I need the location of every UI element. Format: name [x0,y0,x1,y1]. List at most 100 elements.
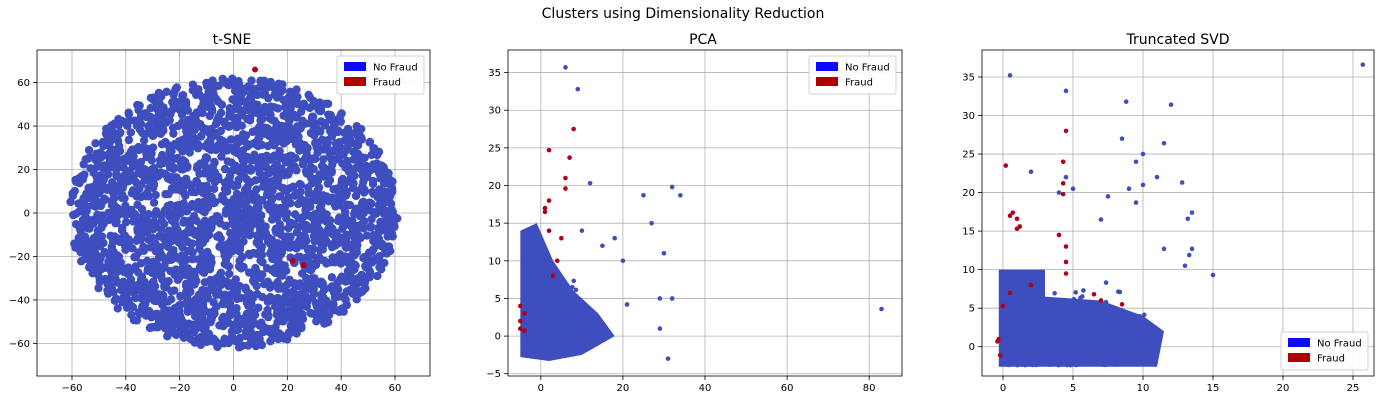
no-fraud-point [1154,343,1160,349]
no-fraud-point [335,250,345,259]
no-fraud-point [375,185,384,194]
no-fraud-point [1011,314,1016,319]
no-fraud-point [1017,310,1022,315]
no-fraud-point [263,189,272,198]
no-fraud-point [385,189,394,198]
no-fraud-point [368,187,377,197]
no-fraud-point [547,280,553,285]
no-fraud-point [295,146,304,155]
no-fraud-point [264,233,274,243]
no-fraud-point [92,242,101,252]
no-fraud-point [127,157,136,167]
no-fraud-point [325,176,335,185]
no-fraud-point [1141,312,1147,318]
no-fraud-point [225,180,234,189]
no-fraud-point [158,291,168,300]
no-fraud-point [1072,309,1078,315]
no-fraud-point [157,92,166,101]
no-fraud-point [119,163,128,173]
no-fraud-point [70,186,80,196]
no-fraud-point [257,250,267,259]
no-fraud-point [160,169,170,179]
no-fraud-point [1119,136,1125,141]
no-fraud-point [1011,296,1017,302]
no-fraud-point [575,315,581,320]
no-fraud-point [1071,340,1076,346]
no-fraud-point [566,312,572,318]
no-fraud-point [196,132,205,141]
no-fraud-point [98,137,108,147]
no-fraud-point [226,290,235,300]
no-fraud-point [109,155,118,165]
no-fraud-point [275,259,285,269]
no-fraud-point [1124,315,1129,320]
no-fraud-point [238,200,248,209]
no-fraud-point [531,350,536,356]
no-fraud-point [165,115,174,125]
no-fraud-point [1063,305,1069,311]
no-fraud-point [1120,359,1126,364]
no-fraud-point [185,223,194,233]
no-fraud-point [172,173,181,182]
no-fraud-point [1121,343,1127,349]
no-fraud-point [222,145,231,154]
no-fraud-point [322,259,331,268]
no-fraud-point [361,276,370,285]
no-fraud-point [269,246,278,256]
no-fraud-point [1093,331,1098,336]
no-fraud-point [1031,360,1036,366]
no-fraud-point [1040,348,1045,354]
svd-panel: Truncated SVD 0 5 10 15 20 25 0 5 10 15 20 25 30 35 No… [962,32,1375,394]
tsne-panel: t-SNE −60 −40 −20 0 20 40 60 −60 −40 −20 0 20 40 60 No… [9,32,431,394]
no-fraud-point [95,257,104,266]
no-fraud-point [1098,353,1104,359]
no-fraud-point [232,325,241,334]
pca-no-fraud-cloud [520,223,615,361]
no-fraud-point [246,229,255,239]
no-fraud-point [193,144,203,153]
no-fraud-point [1068,347,1074,353]
svd-no-fraud-cloud [998,269,1164,368]
fraud-point [1060,191,1066,197]
no-fraud-point [382,249,391,258]
no-fraud-point [571,278,577,284]
no-fraud-point [123,296,133,305]
no-fraud-point [153,323,162,332]
no-fraud-point [279,95,288,105]
no-fraud-point [327,273,337,282]
no-fraud-point [147,313,156,322]
no-fraud-point [155,232,164,241]
svd-title: Truncated SVD [1126,32,1230,48]
no-fraud-point [250,267,259,276]
no-fraud-point [91,139,100,148]
fraud-point [542,209,548,215]
tsne-y-tick-label: 0 [24,209,30,220]
no-fraud-point [1103,299,1109,305]
no-fraud-point [214,231,224,240]
no-fraud-point [548,333,553,339]
tsne-no-fraud-series [82,79,372,325]
no-fraud-point [122,231,129,238]
no-fraud-point [367,222,376,232]
no-fraud-point [96,265,106,274]
fraud-point [1063,128,1069,134]
no-fraud-point [300,232,310,242]
no-fraud-point [257,211,266,220]
svd-y-tick-label: 35 [962,72,975,83]
no-fraud-point [1103,280,1109,285]
fraud-point [1028,282,1034,288]
no-fraud-point [535,271,540,277]
no-fraud-point [306,93,315,102]
no-fraud-point [340,220,350,230]
no-fraud-point [352,281,361,290]
no-fraud-point [558,348,563,353]
no-fraud-point [151,239,160,248]
no-fraud-point [113,117,123,126]
no-fraud-point [541,342,547,348]
no-fraud-point [225,108,234,118]
no-fraud-point [1009,307,1015,313]
no-fraud-point [272,228,281,237]
fraud-point [542,205,548,211]
no-fraud-point [325,152,335,161]
no-fraud-point [120,207,129,216]
